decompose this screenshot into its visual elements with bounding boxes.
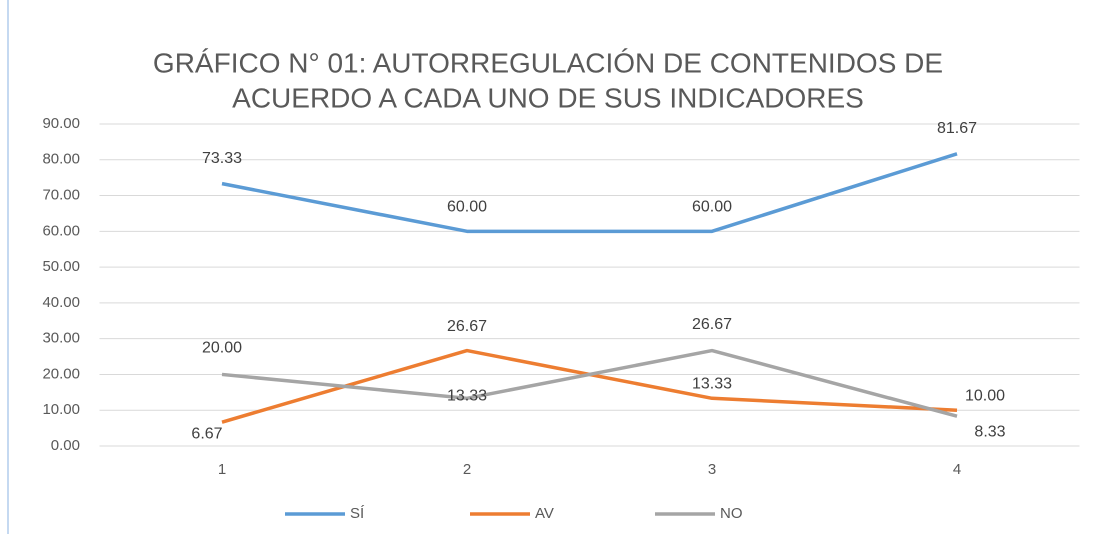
data-label: 13.33 [447,388,487,405]
data-label: 26.67 [692,316,732,333]
data-label: 20.00 [202,340,242,357]
series-line [221,152,958,234]
legend-label: AV [535,505,554,522]
data-label: 81.67 [937,120,977,137]
data-label: 60.00 [447,199,487,216]
legend-label: NO [720,505,743,522]
data-label: 10.00 [965,387,1005,404]
data-label: 6.67 [191,425,222,442]
chart-title: ACUERDO A CADA UNO DE SUS INDICADORES [232,82,864,113]
y-tick-label: 30.00 [42,330,80,347]
data-label: 60.00 [692,199,732,216]
x-tick-label: 3 [708,461,716,478]
y-tick-label: 40.00 [42,294,80,311]
x-tick-label: 2 [463,461,471,478]
x-tick-label: 1 [218,461,226,478]
chart-title: GRÁFICO N° 01: AUTORREGULACIÓN DE CONTEN… [153,47,943,78]
y-tick-label: 90.00 [42,115,80,132]
data-label: 26.67 [447,318,487,335]
legend-label: SÍ [350,505,365,522]
y-tick-label: 50.00 [42,258,80,275]
y-tick-label: 80.00 [42,151,80,168]
y-tick-label: 10.00 [42,401,80,418]
y-tick-label: 20.00 [42,365,80,382]
y-tick-label: 0.00 [51,437,80,454]
series-line [221,348,958,418]
x-tick-label: 4 [953,461,961,478]
y-tick-label: 70.00 [42,187,80,204]
data-label: 8.33 [974,423,1005,440]
data-label: 13.33 [692,376,732,393]
y-tick-label: 60.00 [42,222,80,239]
data-label: 73.33 [202,150,242,167]
